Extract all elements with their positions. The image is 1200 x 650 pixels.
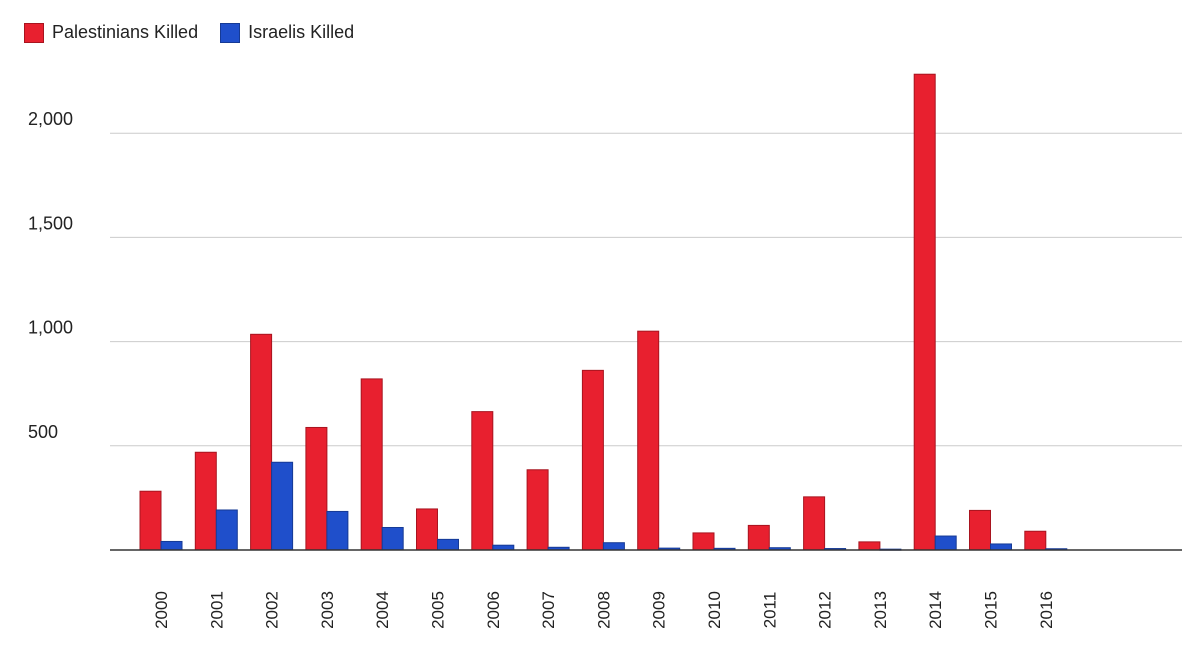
- x-tick-label-2014: 2014: [926, 591, 945, 629]
- bar-israelis-2014[interactable]: [934, 535, 957, 551]
- legend-item-israelis[interactable]: Israelis Killed: [220, 22, 354, 43]
- x-tick-label-2004: 2004: [373, 591, 392, 629]
- bar-palestinians-2013[interactable]: [858, 541, 881, 551]
- y-tick-label-2000: 2,000: [28, 109, 73, 129]
- x-tick-label-2007: 2007: [539, 591, 558, 629]
- bar-palestinians-2012[interactable]: [803, 496, 826, 551]
- bar-palestinians-2014[interactable]: [913, 73, 936, 551]
- x-tick-label-2016: 2016: [1037, 591, 1056, 629]
- bar-palestinians-2007[interactable]: [526, 469, 549, 551]
- legend: Palestinians Killed Israelis Killed: [24, 22, 354, 43]
- bar-israelis-2015[interactable]: [990, 543, 1012, 551]
- x-tick-label-2010: 2010: [705, 591, 724, 629]
- legend-label-israelis: Israelis Killed: [248, 22, 355, 42]
- bar-palestinians-2009[interactable]: [637, 330, 660, 551]
- bar-palestinians-2006[interactable]: [471, 411, 494, 551]
- x-tick-label-2012: 2012: [816, 591, 835, 629]
- y-tick-label-1000: 1,000: [28, 318, 73, 338]
- x-tick-label-2002: 2002: [263, 591, 282, 629]
- legend-swatch-palestinians: [24, 22, 44, 43]
- bar-israelis-2002[interactable]: [271, 461, 294, 551]
- x-tick-label-2000: 2000: [152, 591, 171, 629]
- x-tick-label-2015: 2015: [982, 591, 1001, 629]
- legend-item-palestinians[interactable]: Palestinians Killed: [24, 22, 198, 43]
- bar-israelis-2004[interactable]: [381, 526, 404, 551]
- x-tick-label-2011: 2011: [760, 592, 779, 629]
- y-tick-label-1500: 1,500: [28, 213, 73, 233]
- bar-palestinians-2005[interactable]: [416, 508, 438, 551]
- legend-label-palestinians: Palestinians Killed: [52, 22, 199, 42]
- x-tick-label-2001: 2001: [207, 591, 226, 629]
- x-tick-label-2006: 2006: [484, 591, 503, 629]
- bar-israelis-2005[interactable]: [437, 538, 459, 551]
- x-tick-label-2009: 2009: [650, 591, 669, 629]
- x-tick-label-2005: 2005: [429, 591, 448, 629]
- bar-palestinians-2000[interactable]: [139, 490, 162, 551]
- bar-palestinians-2015[interactable]: [969, 509, 991, 551]
- bar-israelis-2000[interactable]: [160, 540, 183, 551]
- x-tick-label-2008: 2008: [594, 591, 613, 629]
- x-tick-label-2003: 2003: [318, 591, 337, 629]
- bar-palestinians-2010[interactable]: [692, 532, 715, 551]
- bar-palestinians-2011[interactable]: [747, 524, 770, 551]
- bar-palestinians-2003[interactable]: [305, 426, 328, 551]
- bar-palestinians-2002[interactable]: [250, 333, 273, 551]
- bar-israelis-2003[interactable]: [326, 510, 349, 551]
- bar-palestinians-2016[interactable]: [1024, 530, 1047, 551]
- bar-palestinians-2004[interactable]: [360, 378, 383, 551]
- y-tick-label-500: 500: [28, 422, 58, 442]
- bar-palestinians-2008[interactable]: [581, 369, 604, 551]
- legend-swatch-israelis: [220, 22, 241, 43]
- bar-palestinians-2001[interactable]: [194, 451, 217, 551]
- x-tick-label-2013: 2013: [871, 591, 890, 629]
- bar-israelis-2001[interactable]: [215, 509, 238, 551]
- bar-israelis-2008[interactable]: [602, 542, 625, 551]
